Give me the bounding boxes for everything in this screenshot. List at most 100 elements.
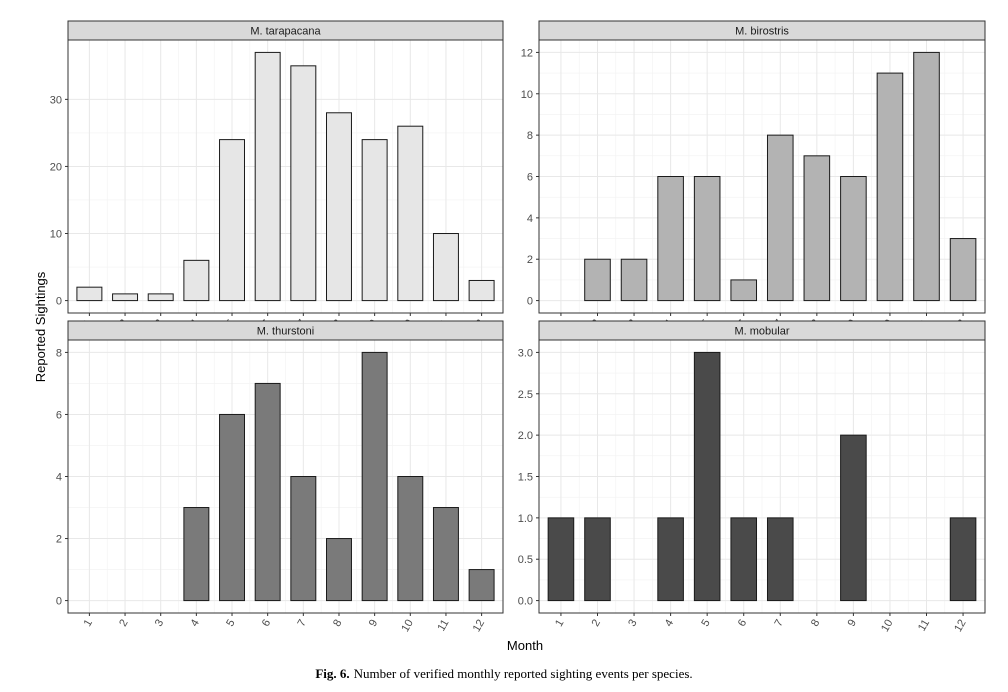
x-tick-label: 1 <box>553 618 566 629</box>
y-tick-label: 2 <box>527 254 533 266</box>
bar-month-4 <box>183 259 210 302</box>
bar-month-12 <box>468 569 495 602</box>
x-tick-label: 4 <box>189 618 202 629</box>
y-tick-label: 8 <box>527 130 533 142</box>
bar-month-4 <box>183 507 210 602</box>
bar-month-2 <box>584 258 611 302</box>
x-tick-label: 7 <box>772 618 785 629</box>
x-tick-label: 6 <box>736 618 749 629</box>
bar-month-10 <box>397 476 424 602</box>
bar-month-1 <box>547 517 575 602</box>
x-tick-label: 3 <box>153 618 166 629</box>
bar-month-12 <box>949 238 977 302</box>
bar-month-8 <box>803 155 831 302</box>
x-tick-label: 10 <box>399 618 416 635</box>
panel-strip <box>538 320 986 341</box>
y-tick-label: 0 <box>56 596 62 608</box>
x-tick-label: 10 <box>879 618 896 635</box>
bar-month-6 <box>730 279 758 302</box>
y-tick-label: 0 <box>56 296 62 308</box>
bar-month-8 <box>326 112 352 302</box>
figure-caption-text: Number of verified monthly reported sigh… <box>353 666 693 681</box>
bar-month-2 <box>584 517 611 602</box>
y-tick-label: 1.5 <box>518 472 533 484</box>
y-tick-label: 2 <box>56 534 62 546</box>
figure-label: Fig. 6. <box>315 666 350 681</box>
x-tick-label: 7 <box>295 618 308 629</box>
bar-month-2 <box>112 293 139 302</box>
bar-month-8 <box>326 538 352 602</box>
y-axis-title: Reported Sightings <box>33 271 48 382</box>
bar-month-11 <box>432 233 459 302</box>
bar-month-6 <box>730 517 758 602</box>
y-tick-label: 20 <box>50 161 62 173</box>
y-tick-label: 0.5 <box>518 554 533 566</box>
panel-title: M. mobular <box>734 326 789 338</box>
bar-month-9 <box>361 351 388 602</box>
panel-title: M. birostris <box>735 26 789 38</box>
y-tick-label: 3.0 <box>518 347 533 359</box>
bar-month-12 <box>468 279 495 302</box>
bar-month-1 <box>76 286 103 302</box>
bar-month-7 <box>290 476 317 602</box>
x-tick-label: 9 <box>846 618 859 629</box>
x-tick-label: 6 <box>260 618 273 629</box>
x-tick-label: 1 <box>82 618 95 629</box>
bar-month-5 <box>219 139 245 302</box>
y-tick-label: 6 <box>527 172 533 184</box>
bar-month-9 <box>840 434 867 602</box>
x-axis-title: Month <box>507 638 543 653</box>
bar-month-5 <box>219 413 245 602</box>
bar-month-7 <box>766 517 794 602</box>
panel-strip <box>538 20 986 41</box>
x-tick-label: 5 <box>699 618 712 629</box>
bar-month-5 <box>693 351 721 602</box>
y-tick-label: 6 <box>56 409 62 421</box>
bar-month-7 <box>290 65 317 302</box>
bar-month-4 <box>657 176 684 302</box>
bar-month-5 <box>693 176 721 302</box>
bar-month-9 <box>840 176 867 302</box>
y-tick-label: 12 <box>521 47 533 59</box>
bar-month-11 <box>432 507 459 602</box>
y-tick-label: 2.5 <box>518 389 533 401</box>
y-tick-label: 2.0 <box>518 430 533 442</box>
x-tick-label: 5 <box>224 618 237 629</box>
x-tick-label: 11 <box>435 618 451 634</box>
y-tick-label: 30 <box>50 94 62 106</box>
x-tick-label: 2 <box>590 618 603 629</box>
x-tick-label: 3 <box>626 618 639 629</box>
x-tick-label: 12 <box>471 618 488 635</box>
bar-month-3 <box>620 258 648 302</box>
bar-month-11 <box>913 51 940 302</box>
bar-month-7 <box>766 134 794 302</box>
panel-title: M. thurstoni <box>257 326 314 338</box>
x-tick-label: 4 <box>663 618 676 629</box>
bar-month-9 <box>361 139 388 302</box>
bar-month-10 <box>397 125 424 302</box>
y-tick-label: 8 <box>56 347 62 359</box>
bar-month-12 <box>949 517 977 602</box>
bar-month-10 <box>876 72 904 302</box>
panel-title: M. tarapacana <box>250 26 321 38</box>
y-tick-label: 4 <box>56 472 62 484</box>
y-tick-label: 0 <box>527 296 533 308</box>
x-tick-label: 12 <box>952 618 969 635</box>
figure-caption: Fig. 6. Number of verified monthly report… <box>0 666 1008 682</box>
bar-month-3 <box>147 293 174 302</box>
y-tick-label: 10 <box>50 229 62 241</box>
x-tick-label: 8 <box>331 618 344 629</box>
bar-month-6 <box>254 382 281 602</box>
x-tick-label: 2 <box>117 618 130 629</box>
panel-strip <box>67 320 504 341</box>
x-tick-label: 9 <box>367 618 380 629</box>
x-tick-label: 8 <box>809 618 822 629</box>
panel-strip <box>67 20 504 41</box>
y-tick-label: 10 <box>521 89 533 101</box>
